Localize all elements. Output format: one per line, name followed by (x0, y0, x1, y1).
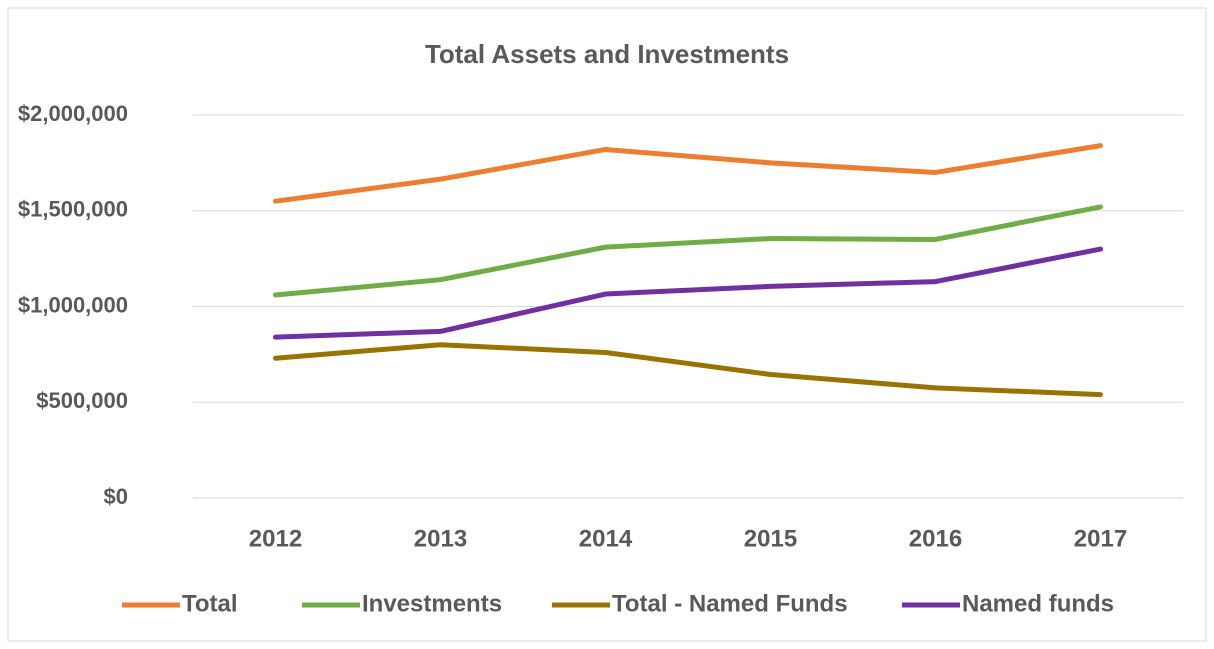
legend-label: Total (182, 590, 238, 617)
x-tick-label: 2017 (1074, 525, 1127, 552)
chart-title: Total Assets and Investments (425, 39, 789, 69)
series-line (273, 246, 1103, 340)
y-tick-label: $1,500,000 (18, 197, 128, 222)
x-tick-label: 2016 (909, 525, 962, 552)
legend-label: Total - Named Funds (612, 590, 848, 617)
legend-label: Investments (362, 590, 502, 617)
x-tick-label: 2012 (249, 525, 302, 552)
series-line (273, 204, 1103, 298)
x-tick-label: 2013 (414, 525, 467, 552)
legend-label: Named funds (962, 590, 1114, 617)
series-line (273, 342, 1103, 398)
chart-border (7, 7, 1207, 642)
series-line (273, 143, 1103, 204)
x-tick-label: 2015 (744, 525, 797, 552)
y-tick-label: $0 (104, 484, 128, 509)
y-tick-label: $1,000,000 (18, 292, 128, 317)
x-tick-label: 2014 (579, 525, 633, 552)
y-tick-label: $2,000,000 (18, 101, 128, 126)
y-tick-label: $500,000 (36, 388, 128, 413)
